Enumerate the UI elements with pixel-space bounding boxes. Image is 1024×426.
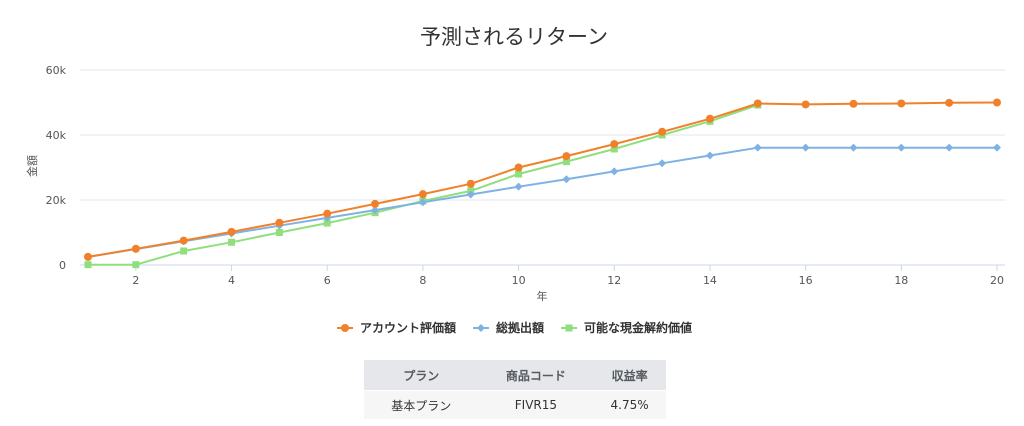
data-point <box>610 167 619 176</box>
data-point <box>801 100 810 109</box>
legend-item[interactable]: 総拠出額 <box>473 320 544 335</box>
x-tick-label: 12 <box>607 274 621 287</box>
y-tick-label: 20k <box>46 194 67 207</box>
table-header-row: プラン 商品コード 収益率 <box>364 360 666 391</box>
data-point <box>418 198 427 207</box>
data-point <box>705 151 714 160</box>
legend-label: 総拠出額 <box>496 320 544 335</box>
data-point <box>897 143 906 152</box>
data-point <box>658 159 667 168</box>
x-tick-label: 6 <box>324 274 331 287</box>
x-tick-label: 2 <box>132 274 139 287</box>
data-point <box>993 98 1001 107</box>
data-point <box>84 261 92 269</box>
legend-label: 可能な現金解約価値 <box>584 320 692 335</box>
legend-marker <box>477 324 485 332</box>
data-point <box>514 182 523 191</box>
column-header-yield: 収益率 <box>593 360 666 391</box>
legend-label: アカウント評価額 <box>360 320 456 335</box>
y-tick-label: 60k <box>46 64 67 77</box>
legend-item[interactable]: 可能な現金解約価値 <box>561 320 692 335</box>
data-point <box>610 145 618 153</box>
data-point <box>179 236 188 245</box>
series-line <box>87 146 997 258</box>
data-point <box>945 143 954 152</box>
y-tick-label: 0 <box>59 259 66 272</box>
data-point <box>562 158 570 166</box>
legend-item[interactable]: アカウント評価額 <box>337 320 456 335</box>
data-point <box>84 252 92 261</box>
data-point <box>132 261 140 269</box>
data-point <box>227 227 236 236</box>
data-point <box>945 98 954 107</box>
data-point <box>228 238 236 246</box>
data-point <box>849 143 858 152</box>
data-point <box>562 175 571 184</box>
data-point <box>753 143 762 152</box>
data-point <box>418 190 427 199</box>
x-tick-label: 10 <box>512 274 526 287</box>
x-axis-title: 年 <box>537 289 548 303</box>
plan-table: プラン 商品コード 収益率 基本プラン FIVR15 4.75% <box>364 360 666 419</box>
column-header-plan: プラン <box>364 360 479 391</box>
data-point <box>562 152 571 161</box>
y-tick-label: 40k <box>46 129 67 142</box>
data-point <box>371 206 380 215</box>
data-point <box>753 99 762 108</box>
data-point <box>180 247 188 255</box>
chart-title: 予測されるリターン <box>420 25 608 49</box>
data-point <box>466 190 475 199</box>
series-line <box>87 101 998 258</box>
data-point <box>515 170 523 178</box>
x-tick-label: 18 <box>894 274 908 287</box>
data-point <box>993 143 1001 152</box>
cell-plan: 基本プラン <box>364 390 479 419</box>
series-lines <box>84 98 1001 269</box>
legend-marker <box>341 324 349 332</box>
axes: 0 20k 40k 60k 2 4 6 8 10 12 14 16 18 20 <box>46 64 1005 287</box>
column-header-product-code: 商品コード <box>478 360 594 391</box>
y-axis-title: 金額 <box>25 155 39 177</box>
data-point <box>849 99 858 108</box>
data-point <box>371 199 380 208</box>
x-tick-label: 14 <box>703 274 717 287</box>
data-point <box>514 163 523 172</box>
x-tick-label: 16 <box>799 274 813 287</box>
data-point <box>275 218 284 227</box>
legend[interactable]: アカウント評価額 総拠出額 可能な現金解約価値 <box>337 320 692 335</box>
x-tick-label: 4 <box>228 274 235 287</box>
data-point <box>275 229 283 236</box>
data-point <box>610 140 619 149</box>
data-point <box>658 127 667 136</box>
table-row: 基本プラン FIVR15 4.75% <box>364 390 666 419</box>
series-0 <box>84 98 1001 261</box>
data-point <box>323 209 332 218</box>
cell-product-code: FIVR15 <box>478 390 594 419</box>
x-tick-label: 20 <box>990 274 1004 287</box>
data-point <box>801 143 810 152</box>
cell-yield: 4.75% <box>593 390 666 419</box>
data-point <box>705 114 714 123</box>
data-point <box>131 244 140 253</box>
x-tick-label: 8 <box>419 274 426 287</box>
gridlines <box>80 69 1005 201</box>
legend-marker <box>565 324 573 332</box>
data-point <box>466 179 475 188</box>
data-point <box>897 99 906 108</box>
data-point <box>323 219 331 227</box>
